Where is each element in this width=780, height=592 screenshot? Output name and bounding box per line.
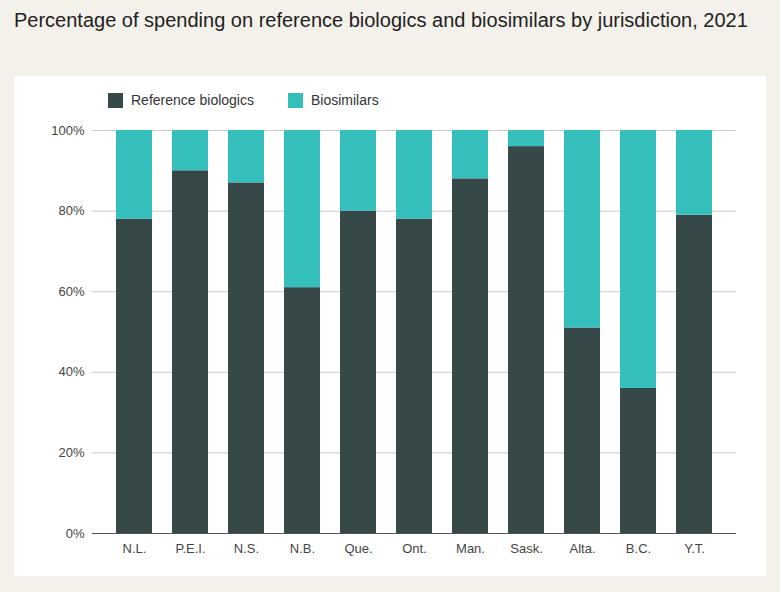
svg-text:Y.T.: Y.T. <box>684 541 705 556</box>
svg-text:40%: 40% <box>58 364 84 379</box>
html-text:Biosimilars: Biosimilars <box>311 92 379 108</box>
svg-text:80%: 80% <box>58 203 84 218</box>
svg-text:60%: 60% <box>58 284 84 299</box>
svg-text:Sask.: Sask. <box>510 541 543 556</box>
svg-text:0%: 0% <box>66 526 85 541</box>
svg-text:Ont.: Ont. <box>402 541 427 556</box>
svg-text:100%: 100% <box>51 123 85 138</box>
svg-text:P.E.I.: P.E.I. <box>175 541 205 556</box>
svg-text:N.B.: N.B. <box>290 541 315 556</box>
svg-text:Man.: Man. <box>456 541 485 556</box>
svg-text:N.S.: N.S. <box>234 541 259 556</box>
svg-text:B.C.: B.C. <box>626 541 651 556</box>
html-text:Percentage of spending on refe: Percentage of spending on reference biol… <box>14 9 748 31</box>
svg-text:Que.: Que. <box>344 541 372 556</box>
html-text:Reference biologics: Reference biologics <box>131 92 254 108</box>
svg-text:Alta.: Alta. <box>569 541 595 556</box>
svg-text:20%: 20% <box>58 445 84 460</box>
svg-text:N.L.: N.L. <box>123 541 147 556</box>
